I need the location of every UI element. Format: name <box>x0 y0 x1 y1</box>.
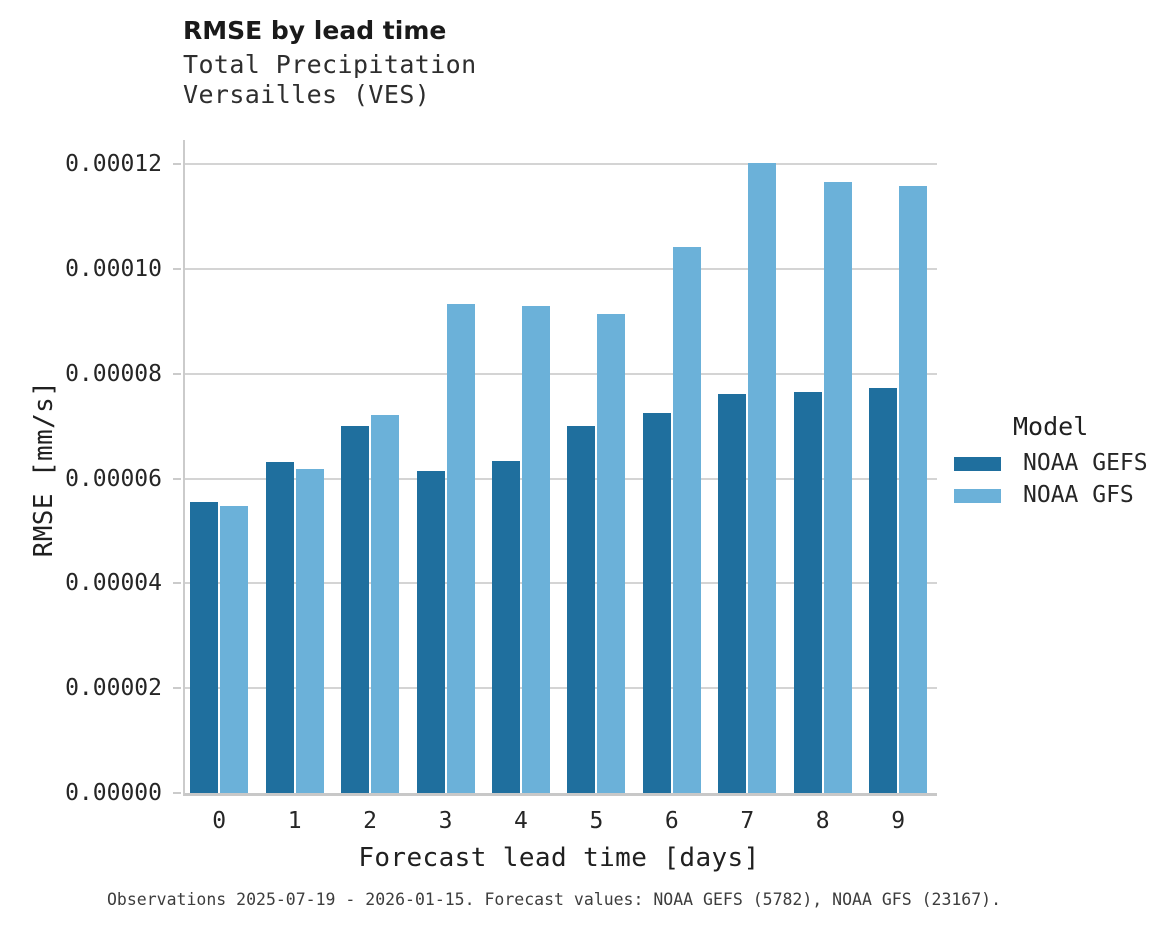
gridline <box>185 477 937 480</box>
y-tick-label: 0.00000 <box>65 780 162 806</box>
caption-observations: Observations 2025-07-19 - 2026-01-15. Fo… <box>107 890 1002 909</box>
x-tick-label: 0 <box>212 808 227 834</box>
bar-noaa-gfs <box>748 162 777 793</box>
bar-noaa-gfs <box>672 246 701 793</box>
gridline <box>185 582 937 585</box>
bar-noaa-gefs <box>718 393 747 793</box>
bar-noaa-gfs <box>220 505 249 793</box>
chart-subtitle-variable: Total Precipitation <box>183 50 477 79</box>
bar-noaa-gfs <box>521 306 550 793</box>
gridline <box>185 372 937 375</box>
bar-noaa-gfs <box>597 313 626 793</box>
bar-noaa-gfs <box>371 414 400 793</box>
y-tick-label: 0.00012 <box>65 151 162 178</box>
legend-swatch-noaa-gfs <box>954 489 1001 503</box>
y-axis-tick <box>173 687 181 690</box>
chart-title: RMSE by lead time <box>183 16 447 45</box>
y-axis-tick <box>173 582 181 585</box>
y-tick-label: 0.00010 <box>65 256 162 282</box>
legend-title: Model <box>1013 412 1089 441</box>
y-tick-label: 0.00008 <box>65 360 162 387</box>
bar-noaa-gfs <box>295 469 324 793</box>
y-axis-tick <box>173 372 181 375</box>
bar-noaa-gfs <box>823 182 852 793</box>
x-tick-label: 1 <box>287 808 302 834</box>
y-axis-tick <box>173 477 181 480</box>
legend-item-label: NOAA GFS <box>1023 482 1134 508</box>
x-tick-label: 7 <box>740 808 755 834</box>
bar-noaa-gefs <box>190 502 219 793</box>
x-tick-label: 9 <box>891 808 906 834</box>
y-tick-label: 0.00004 <box>65 570 162 597</box>
chart-subtitle-station: Versailles (VES) <box>183 80 431 109</box>
y-tick-label: 0.00006 <box>65 465 162 492</box>
x-tick-label: 6 <box>664 808 679 834</box>
bar-noaa-gefs <box>642 412 671 793</box>
x-tick-label: 4 <box>514 808 528 834</box>
x-tick-label: 8 <box>815 808 830 834</box>
y-axis-tick <box>173 268 181 270</box>
bar-noaa-gefs <box>869 387 898 793</box>
x-tick-label: 2 <box>363 808 377 834</box>
bar-noaa-gefs <box>567 425 596 793</box>
bar-noaa-gefs <box>416 471 445 793</box>
bar-noaa-gefs <box>793 391 822 793</box>
plot-area <box>183 140 937 796</box>
bar-noaa-gefs <box>341 425 370 793</box>
gridline <box>185 163 937 166</box>
y-tick-label: 0.00002 <box>65 675 162 702</box>
bar-noaa-gfs <box>446 303 475 793</box>
bar-noaa-gefs <box>265 462 294 793</box>
x-tick-label: 5 <box>589 808 604 834</box>
legend-swatch-noaa-gefs <box>954 457 1001 471</box>
gridline <box>185 687 937 690</box>
gridline <box>185 268 937 270</box>
x-tick-label: 3 <box>438 808 453 834</box>
y-axis-tick <box>173 163 181 166</box>
y-axis-tick <box>173 792 181 794</box>
bar-noaa-gefs <box>491 461 520 793</box>
bar-noaa-gfs <box>899 185 928 793</box>
x-axis-label: Forecast lead time [days] <box>358 843 760 873</box>
legend-item-label: NOAA GEFS <box>1023 450 1148 476</box>
